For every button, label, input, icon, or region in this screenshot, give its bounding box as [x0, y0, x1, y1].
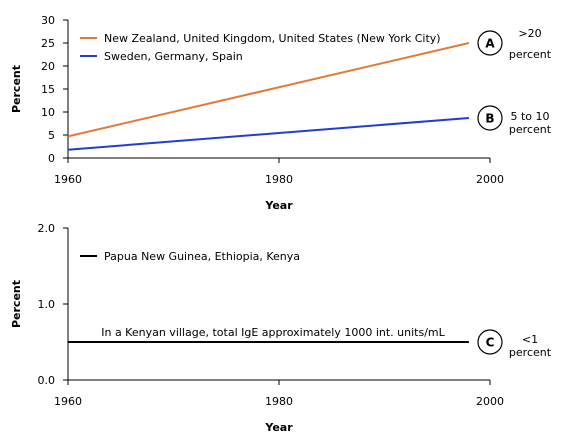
- x-tick-label: 1960: [54, 173, 82, 186]
- marker-circle: [477, 329, 503, 355]
- marker-label-line2: percent: [509, 123, 552, 136]
- y-tick-label: 30: [41, 14, 55, 27]
- legend-label: New Zealand, United Kingdom, United Stat…: [104, 32, 441, 45]
- y-tick-label: 5: [48, 129, 55, 142]
- x-tick-label: 1980: [265, 173, 293, 186]
- x-axis-title: Year: [264, 199, 293, 212]
- series-line: [67, 116, 469, 151]
- marker-circle: [477, 105, 503, 131]
- x-axis-title: Year: [264, 421, 293, 434]
- legend-label: Sweden, Germany, Spain: [104, 50, 243, 63]
- marker-circle: [477, 30, 503, 56]
- legend-label: Papua New Guinea, Ethiopia, Kenya: [104, 250, 300, 263]
- y-tick-label: 25: [41, 37, 55, 50]
- x-tick-label: 1960: [54, 395, 82, 408]
- marker-label-line1: <1: [522, 333, 538, 346]
- y-tick-label: 20: [41, 60, 55, 73]
- marker-label-line1: >20: [518, 27, 541, 40]
- marker-label-line2: percent: [509, 48, 552, 61]
- marker-letter: B: [485, 111, 494, 125]
- y-axis-title: Percent: [10, 280, 23, 328]
- y-tick-label: 0.0: [38, 374, 56, 387]
- series-line: [67, 42, 470, 138]
- marker-label-line2: percent: [509, 346, 552, 359]
- y-tick-label: 2.0: [38, 222, 56, 235]
- x-tick-label: 1980: [265, 395, 293, 408]
- marker-letter: C: [486, 336, 495, 350]
- x-tick-label: 2000: [476, 173, 504, 186]
- y-tick-label: 1.0: [38, 298, 56, 311]
- y-tick-label: 15: [41, 83, 55, 96]
- marker-letter: A: [485, 37, 495, 51]
- marker-label-line1: 5 to 10: [510, 110, 549, 123]
- y-axis-title: Percent: [10, 65, 23, 113]
- y-tick-label: 10: [41, 106, 55, 119]
- annotation-text: In a Kenyan village, total IgE approxima…: [101, 326, 445, 339]
- y-tick-label: 0: [48, 152, 55, 165]
- x-tick-label: 2000: [476, 395, 504, 408]
